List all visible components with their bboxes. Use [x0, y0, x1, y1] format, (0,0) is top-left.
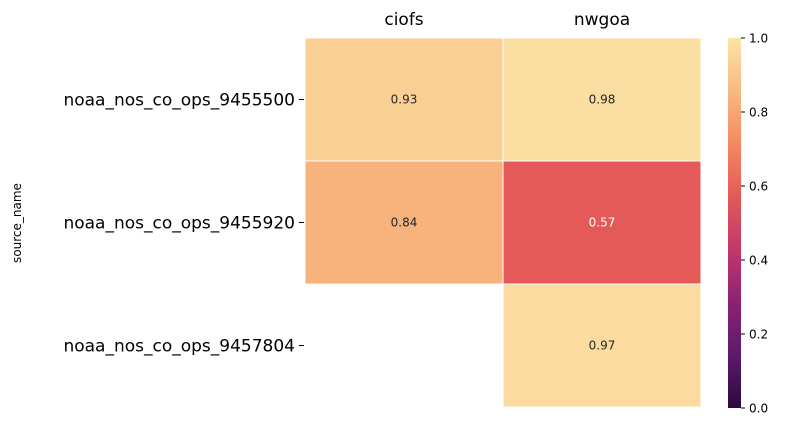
heatmap-cell	[304, 37, 504, 162]
colorbar-tick-label: 0.4	[749, 254, 768, 268]
y-axis: noaa_nos_co_ops_9455500 noaa_nos_co_ops_9…	[63, 91, 304, 357]
colorbar-tick-label: 0.0	[749, 402, 768, 416]
cell-value-label: 0.97	[589, 339, 616, 353]
heatmap-cell	[502, 160, 702, 285]
y-tick-label: noaa_nos_co_ops_9457804	[63, 337, 295, 357]
colorbar: 0.0 0.2 0.4 0.6 0.8 1.0	[728, 32, 768, 416]
cell-value-label: 0.57	[589, 216, 616, 230]
cell-value-label: 0.84	[391, 216, 418, 230]
heatmap-cells	[304, 37, 702, 408]
x-tick-label: nwgoa	[574, 10, 630, 30]
y-tick-label: noaa_nos_co_ops_9455920	[63, 214, 295, 234]
x-axis: ciofs nwgoa	[384, 10, 630, 30]
heatmap-cell	[502, 283, 702, 408]
y-tick-label: noaa_nos_co_ops_9455500	[63, 91, 295, 111]
colorbar-tick-label: 1.0	[749, 32, 768, 46]
x-tick-label: ciofs	[384, 10, 423, 30]
cell-value-label: 0.93	[391, 93, 418, 107]
heatmap-cell	[304, 160, 504, 285]
heatmap-cell	[502, 37, 702, 162]
colorbar-tick-label: 0.8	[749, 106, 768, 120]
cell-value-label: 0.98	[589, 93, 616, 107]
heatmap-value-labels: 0.93 0.98 0.84 0.57 0.97	[391, 93, 616, 353]
colorbar-gradient	[728, 38, 741, 408]
colorbar-tick-label: 0.6	[749, 180, 768, 194]
y-axis-label: source_name	[10, 183, 24, 263]
colorbar-tick-label: 0.2	[749, 328, 768, 342]
